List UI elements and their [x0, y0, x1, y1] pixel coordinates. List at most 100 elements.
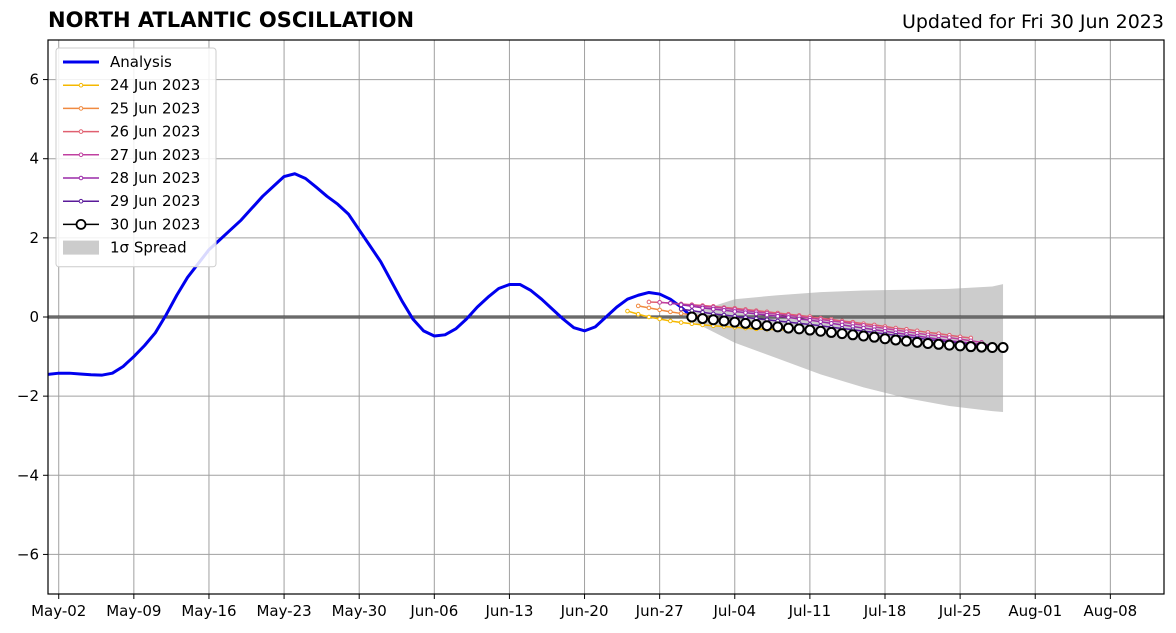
legend-swatch-marker [78, 198, 84, 204]
legend-swatch-marker [78, 152, 84, 158]
data-point [700, 305, 705, 311]
data-point [858, 330, 870, 342]
data-point [786, 315, 791, 320]
x-tick-label: Jun-06 [409, 602, 458, 620]
data-point [868, 331, 880, 343]
y-tick-label: 2 [29, 229, 39, 247]
x-tick-label: Aug-01 [1008, 602, 1062, 620]
x-tick-label: Jul-11 [788, 602, 832, 620]
x-tick-label: May-02 [31, 602, 86, 620]
data-point [668, 309, 673, 315]
legend-entry: 25 Jun 2023 [63, 99, 200, 117]
data-point [686, 311, 698, 323]
legend-entry: Analysis [63, 53, 172, 71]
legend-label: 24 Jun 2023 [110, 76, 200, 94]
x-tick-label: May-09 [106, 602, 161, 620]
x-tick-label: May-23 [256, 602, 311, 620]
data-point [668, 300, 673, 306]
data-point [678, 311, 684, 316]
y-tick-label: 4 [29, 150, 39, 168]
legend-label: 27 Jun 2023 [110, 146, 200, 164]
data-point [657, 300, 662, 305]
legend: Analysis 24 Jun 2023 25 Jun 2023 26 Jun 202… [55, 47, 217, 268]
legend-swatch-marker [78, 106, 84, 111]
data-point [890, 334, 902, 346]
data-point [646, 305, 652, 311]
data-point [729, 316, 741, 328]
data-point [646, 299, 652, 305]
legend-entry: 30 Jun 2023 [63, 215, 200, 233]
legend-label: Analysis [110, 53, 172, 71]
axes-layer: May-02 May-09 May-16 May-23 May-30 Jun-06 Jun-… [17, 39, 1165, 620]
data-point [689, 304, 695, 309]
data-point [900, 335, 912, 347]
data-point [836, 328, 848, 340]
data-point [750, 319, 762, 331]
legend-label: 29 Jun 2023 [110, 192, 200, 210]
data-point [793, 323, 805, 335]
x-tick-label: Jun-27 [635, 602, 684, 620]
data-point [753, 311, 759, 317]
data-point [707, 314, 719, 326]
data-point [986, 341, 998, 353]
x-tick-label: Jul-18 [863, 602, 907, 620]
legend-label: 25 Jun 2023 [110, 99, 200, 117]
legend-box [55, 47, 217, 268]
x-tick-label: Aug-08 [1083, 602, 1137, 620]
series-30-jun-2023 [686, 311, 1009, 353]
data-point [943, 339, 955, 351]
legend-swatch-marker [78, 129, 84, 134]
legend-label: 1σ Spread [110, 239, 187, 257]
data-point [657, 316, 662, 322]
data-point [818, 319, 823, 325]
data-point [635, 311, 641, 317]
data-point [764, 312, 770, 318]
data-point [697, 313, 709, 325]
data-point [879, 333, 891, 345]
legend-label: 26 Jun 2023 [110, 123, 200, 141]
data-point [732, 309, 738, 314]
x-tick-label: Jun-13 [484, 602, 533, 620]
data-point [796, 316, 802, 322]
data-point [839, 322, 845, 328]
y-tick-label: 6 [29, 71, 39, 89]
legend-entry: 27 Jun 2023 [63, 146, 200, 164]
data-point [911, 336, 923, 348]
legend-entry: 24 Jun 2023 [63, 76, 200, 94]
data-point [954, 340, 966, 352]
data-point [847, 329, 859, 341]
legend-swatch-marker [78, 82, 84, 88]
series-line [48, 172, 693, 377]
y-tick-label: −6 [17, 545, 39, 563]
data-point [718, 315, 730, 327]
series-line [627, 310, 789, 331]
data-point [933, 338, 945, 350]
data-point [761, 320, 773, 332]
data-point [635, 303, 641, 309]
data-point [678, 320, 684, 325]
legend-entry: 29 Jun 2023 [63, 192, 200, 210]
data-point [922, 338, 934, 350]
data-point [965, 341, 977, 353]
y-tick-label: −2 [17, 387, 39, 405]
data-point [804, 324, 816, 336]
legend-entry: 1σ Spread [63, 239, 187, 257]
x-tick-label: Jul-04 [712, 602, 756, 620]
data-point [740, 317, 751, 329]
data-point [775, 313, 780, 319]
data-point [721, 307, 727, 313]
data-point [625, 308, 630, 314]
legend-entry: 26 Jun 2023 [63, 123, 200, 141]
data-point [782, 322, 794, 334]
y-tick-label: −4 [17, 466, 39, 484]
series-layer [48, 172, 1009, 377]
data-point [772, 321, 784, 333]
data-point [825, 326, 837, 338]
updated-date-label: Updated for Fri 30 Jun 2023 [901, 11, 1164, 33]
legend-swatch-spread [63, 240, 99, 255]
data-point [657, 307, 662, 313]
data-point [976, 341, 988, 353]
data-point [997, 341, 1009, 353]
data-point [678, 306, 684, 312]
